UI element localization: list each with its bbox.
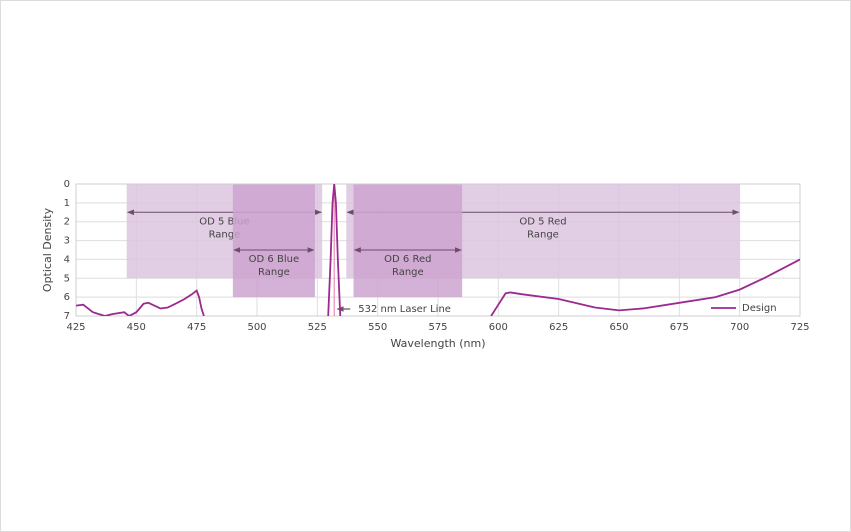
y-tick-label: 4 bbox=[64, 254, 70, 265]
y-tick-label: 3 bbox=[64, 236, 70, 247]
x-tick-label: 675 bbox=[670, 322, 689, 333]
y-axis-label: Optical Density bbox=[41, 207, 54, 292]
y-tick-label: 7 bbox=[64, 311, 70, 322]
od-range bbox=[232, 184, 315, 298]
x-tick-label: 450 bbox=[127, 322, 146, 333]
range-label: OD 6 Blue bbox=[249, 254, 299, 265]
legend-label: Design bbox=[742, 303, 777, 314]
range-label: Range bbox=[527, 229, 559, 240]
range-label: OD 5 Red bbox=[519, 216, 566, 227]
range-label: OD 6 Red bbox=[384, 254, 431, 265]
x-tick-label: 625 bbox=[549, 322, 568, 333]
x-tick-label: 500 bbox=[247, 322, 266, 333]
range-label: OD 5 Blue bbox=[199, 216, 249, 227]
x-tick-label: 475 bbox=[187, 322, 206, 333]
range-label: Range bbox=[392, 267, 424, 278]
laser-label: 532 nm Laser Line bbox=[358, 304, 451, 315]
od-range bbox=[353, 184, 463, 298]
x-tick-label: 700 bbox=[730, 322, 749, 333]
x-tick-label: 425 bbox=[66, 322, 85, 333]
series-line bbox=[76, 184, 800, 316]
y-tick-label: 5 bbox=[64, 273, 70, 284]
x-tick-label: 525 bbox=[308, 322, 327, 333]
y-tick-label: 0 bbox=[64, 179, 70, 190]
x-tick-label: 600 bbox=[489, 322, 508, 333]
plot-frame bbox=[75, 183, 801, 317]
x-tick-label: 550 bbox=[368, 322, 387, 333]
y-tick-label: 6 bbox=[64, 292, 70, 303]
range-label: Range bbox=[209, 229, 241, 240]
x-tick-label: 650 bbox=[609, 322, 628, 333]
y-tick-label: 2 bbox=[64, 217, 70, 228]
x-tick-label: 725 bbox=[790, 322, 809, 333]
y-tick-label: 1 bbox=[64, 198, 70, 209]
x-axis-label: Wavelength (nm) bbox=[390, 337, 485, 350]
range-label: Range bbox=[258, 267, 290, 278]
x-tick-label: 575 bbox=[428, 322, 447, 333]
